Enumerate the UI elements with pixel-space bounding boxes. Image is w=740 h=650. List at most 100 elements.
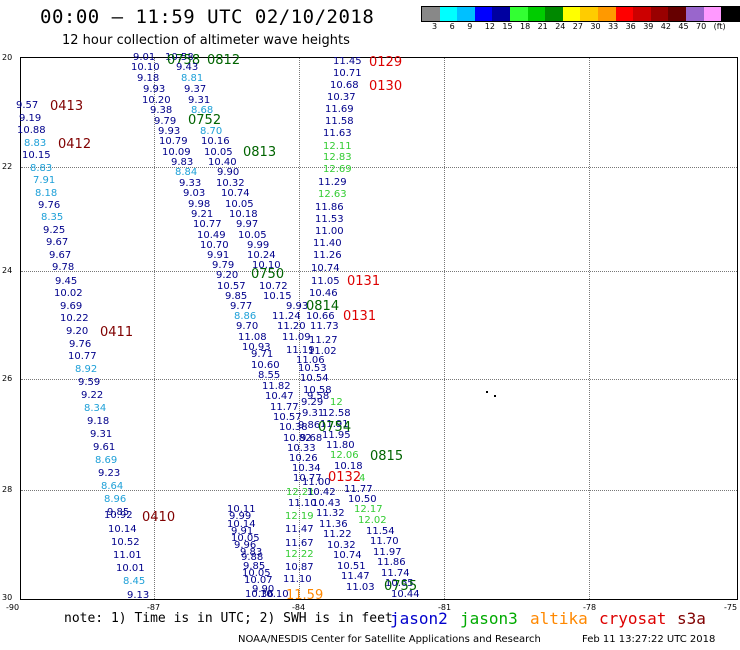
scale-swatch — [597, 7, 616, 21]
wave-height-label: 9.67 — [49, 250, 72, 261]
pass-time-label: 0758 — [167, 53, 201, 68]
wave-height-label: 9.98 — [188, 199, 211, 210]
wave-height-label: 11.29 — [318, 177, 347, 188]
wave-height-label: 9.85 — [243, 561, 266, 572]
wave-height-label: 9.29 — [301, 397, 324, 408]
wave-height-label: 8.84 — [175, 167, 198, 178]
scale-swatch — [545, 7, 563, 21]
wave-height-label: 9.43 — [176, 62, 199, 73]
wave-height-label: 9.61 — [93, 442, 116, 453]
wave-height-label: 10.05 — [231, 533, 260, 544]
wave-height-label: 10.79 — [159, 136, 188, 147]
grid-line-lat-24 — [21, 271, 737, 272]
wave-height-label: 10.93 — [242, 342, 271, 353]
wave-height-label: 10.52 — [111, 537, 140, 548]
legend-altika: altika — [530, 609, 588, 628]
wave-height-label: 11.20 — [277, 321, 306, 332]
wave-height-label: 10.57 — [273, 412, 302, 423]
wave-height-label: 10.10 — [260, 589, 289, 600]
wave-height-label: 12.21 — [286, 487, 315, 498]
wave-height-label: 10.51 — [337, 561, 366, 572]
wave-height-label: 8.83 — [30, 163, 53, 174]
wave-height-label: 10.33 — [287, 443, 316, 454]
wave-height-label: 10.57 — [217, 281, 246, 292]
chart-title: 00:00 – 11:59 UTC 02/10/2018 — [40, 6, 375, 28]
lon-label-81: -81 — [438, 603, 452, 612]
wave-height-label: 10.32 — [327, 540, 356, 551]
wave-height-label: 11.63 — [323, 128, 352, 139]
pass-time-label: 0410 — [142, 510, 176, 525]
scale-label: 18 — [520, 22, 531, 31]
data-dot — [486, 391, 488, 393]
lat-label-30: 30 — [2, 593, 13, 602]
wave-height-label: 9.19 — [19, 113, 42, 124]
wave-height-label: 10.50 — [348, 494, 377, 505]
pass-time-label: 0812 — [207, 53, 241, 68]
wave-height-label: 10.24 — [247, 250, 276, 261]
wave-height-label: 10.53 — [298, 363, 327, 374]
lon-label-90: -90 — [6, 603, 20, 612]
wave-height-label: 11.01 — [113, 550, 142, 561]
legend-s3a: s3a — [677, 609, 706, 628]
wave-height-label: 10.74 — [333, 550, 362, 561]
lon-label-84: -84 — [292, 603, 306, 612]
wave-height-label: 12 — [330, 397, 343, 408]
wave-height-label: 8.35 — [41, 212, 64, 223]
wave-height-label: 12.06 — [330, 450, 359, 461]
wave-height-label: 10.18 — [334, 461, 363, 472]
wave-height-label: 11.86 — [315, 202, 344, 213]
wave-height-label: 11.08 — [238, 332, 267, 343]
wave-height-label: 8.69 — [95, 455, 118, 466]
wave-height-label: 9.83 — [171, 157, 194, 168]
wave-height-label: 10.01 — [116, 563, 145, 574]
pass-time-label: 0814 — [306, 299, 340, 314]
wave-height-label: 11.73 — [310, 321, 339, 332]
wave-height-label: 10.77 — [68, 351, 97, 362]
wave-height-label: 12.63 — [318, 189, 347, 200]
wave-height-label: 9.33 — [179, 178, 202, 189]
wave-height-label: 11.45 — [333, 56, 362, 67]
scale-label: 45 — [678, 22, 689, 31]
wave-height-label: 10.15 — [22, 150, 51, 161]
wave-height-label: 10.82 — [283, 433, 312, 444]
wave-height-label: 11.26 — [313, 250, 342, 261]
wave-height-label: 10.43 — [312, 498, 341, 509]
wave-height-label: 9.99 — [247, 240, 270, 251]
wave-height-label: 11.10 — [288, 498, 317, 509]
pass-time-label: 0754 — [318, 420, 352, 435]
wave-height-label: 12.19 — [285, 511, 314, 522]
wave-height-label: 9.31 — [90, 429, 113, 440]
wave-height-label: 9.23 — [98, 468, 121, 479]
wave-height-label: 10.02 — [54, 288, 83, 299]
wave-height-label: 9.18 — [87, 416, 110, 427]
wave-height-label: 10.37 — [327, 92, 356, 103]
lon-label-78: -78 — [583, 603, 597, 612]
wave-height-label: 10.36 — [245, 589, 274, 600]
grid-line-lat-28 — [21, 490, 737, 491]
grid-line-lon-81 — [444, 58, 445, 599]
wave-height-label: 11.09 — [282, 332, 311, 343]
wave-height-label: 11.40 — [313, 238, 342, 249]
wave-height-label: 10.74 — [221, 188, 250, 199]
scale-swatch — [685, 7, 704, 21]
wave-height-label: 8.86 — [234, 311, 257, 322]
scale-label: 24 — [555, 22, 566, 31]
wave-height-label: 11.80 — [326, 440, 355, 451]
wave-height-label: 9.25 — [43, 225, 66, 236]
wave-height-label: 9.70 — [236, 321, 259, 332]
legend-cryosat: cryosat — [599, 609, 667, 628]
wave-height-label: 8.55 — [258, 370, 281, 381]
wave-height-label: 10.22 — [60, 313, 89, 324]
pass-time-label: 0752 — [188, 113, 222, 128]
lon-label-87: -87 — [147, 603, 161, 612]
wave-height-label: 9.77 — [230, 301, 253, 312]
wave-height-label: 10.58 — [165, 52, 194, 63]
wave-height-label: 9.03 — [183, 188, 206, 199]
wave-height-label: 9.96 — [234, 540, 257, 551]
wave-height-label: 9.93 — [143, 84, 166, 95]
wave-height-label: 11.54 — [366, 526, 395, 537]
wave-height-label: 9.79 — [212, 260, 235, 271]
lat-label-26: 26 — [2, 374, 13, 383]
lat-label-28: 28 — [2, 485, 13, 494]
wave-height-label: 10.07 — [244, 575, 273, 586]
